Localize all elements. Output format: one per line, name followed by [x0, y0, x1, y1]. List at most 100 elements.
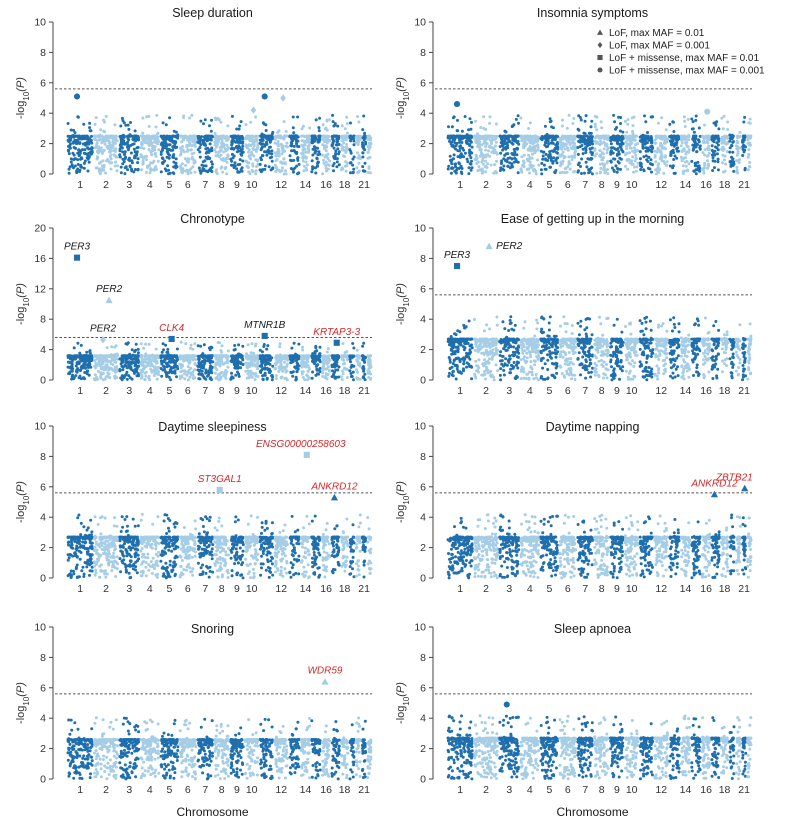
snp-point	[322, 123, 325, 126]
snp-point	[217, 341, 220, 344]
snp-point	[676, 146, 679, 149]
snp-point	[219, 349, 222, 352]
snp-point	[695, 150, 698, 153]
snp-point	[507, 138, 510, 141]
snp-point	[747, 153, 750, 156]
snp-point	[639, 157, 642, 160]
y-tick-label: 2	[40, 138, 46, 150]
snp-point	[199, 345, 202, 348]
snp-point	[363, 132, 366, 135]
snp-point	[241, 166, 244, 169]
snp-point	[238, 137, 241, 140]
snp-point	[201, 370, 204, 373]
panel-title: Insomnia symptoms	[537, 6, 648, 20]
snp-point	[142, 157, 145, 160]
snp-point	[131, 360, 134, 363]
snp-point	[566, 127, 569, 130]
snp-point	[711, 149, 714, 152]
snp-point	[449, 155, 452, 158]
y-tick-label: 4	[40, 108, 46, 120]
snp-point	[650, 116, 653, 119]
snp-point	[94, 367, 97, 370]
snp-point	[344, 127, 347, 130]
snp-point	[639, 162, 642, 165]
y-tick-label: 4	[420, 108, 426, 120]
snp-point	[470, 135, 473, 138]
snp-point	[124, 374, 127, 377]
snp-point	[737, 152, 740, 155]
snp-point	[93, 377, 96, 380]
snp-point	[456, 119, 459, 122]
snp-point	[732, 170, 735, 173]
snp-point	[200, 135, 203, 138]
snp-point	[186, 359, 189, 362]
snp-point	[458, 149, 461, 152]
snp-point	[137, 348, 140, 351]
snp-point	[171, 371, 174, 374]
snp-point	[494, 145, 497, 148]
snp-point	[612, 157, 615, 160]
snp-point	[189, 135, 192, 138]
snp-point	[130, 169, 133, 172]
snp-point	[264, 123, 267, 126]
snp-point	[321, 154, 324, 157]
snp-point	[502, 165, 505, 168]
snp-point	[357, 143, 360, 146]
snp-point	[75, 365, 78, 368]
snp-point	[137, 168, 140, 171]
snp-point	[306, 164, 309, 167]
snp-point	[600, 120, 603, 123]
snp-point	[115, 135, 118, 138]
snp-point	[688, 148, 691, 151]
snp-point	[356, 171, 359, 174]
snp-point	[150, 168, 153, 171]
snp-point	[285, 172, 288, 175]
snp-point	[478, 141, 481, 144]
snp-point	[726, 121, 729, 124]
y-tick-label: 6	[420, 77, 426, 89]
snp-point	[325, 146, 328, 149]
snp-point	[166, 348, 169, 351]
snp-point	[476, 145, 479, 148]
hit-marker	[454, 101, 460, 107]
snp-point	[561, 119, 564, 122]
snp-point	[713, 160, 716, 163]
snp-point	[246, 366, 249, 369]
snp-point	[71, 367, 74, 370]
snp-point	[344, 146, 347, 149]
snp-point	[550, 159, 553, 162]
snp-point	[131, 143, 134, 146]
snp-point	[584, 146, 587, 149]
snp-point	[577, 171, 580, 174]
snp-point	[549, 166, 552, 169]
snp-point	[692, 136, 695, 139]
snp-point	[687, 138, 690, 141]
snp-point	[607, 147, 610, 150]
snp-point	[160, 170, 163, 173]
snp-point	[193, 135, 196, 138]
snp-point	[173, 130, 176, 133]
snp-point	[120, 141, 123, 144]
snp-point	[111, 141, 114, 144]
y-tick-label: 8	[40, 314, 46, 326]
snp-point	[584, 132, 587, 135]
snp-point	[353, 143, 356, 146]
snp-point	[114, 154, 117, 157]
snp-point	[367, 138, 370, 141]
snp-point	[686, 169, 689, 172]
snp-point	[462, 149, 465, 152]
snp-point	[540, 162, 543, 165]
snp-point	[334, 152, 337, 155]
snp-point	[121, 117, 124, 120]
snp-point	[291, 135, 294, 138]
snp-point	[285, 130, 288, 133]
snp-point	[326, 142, 329, 145]
snp-point	[336, 147, 339, 150]
snp-point	[736, 169, 739, 172]
snp-point	[559, 161, 562, 164]
snp-point	[616, 171, 619, 174]
snp-point	[230, 135, 233, 138]
snp-point	[522, 146, 525, 149]
snp-point	[513, 154, 516, 157]
snp-point	[308, 127, 311, 130]
